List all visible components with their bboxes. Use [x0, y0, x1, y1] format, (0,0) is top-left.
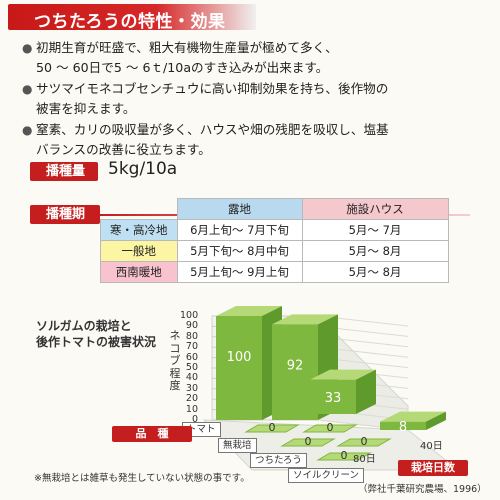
feature-item: ● 初期生育が旺盛で、粗大有機物生産量が極めて多く、 50 ～ 60日で5 ～ …: [22, 38, 492, 79]
y-tick-label: 70: [185, 341, 198, 353]
open-field-cell: 6月上旬～ 7月下旬: [176, 219, 303, 241]
bar-top: [316, 452, 372, 461]
depth-axis-label: 品 種: [112, 426, 192, 442]
data-label: 0: [327, 421, 334, 434]
data-label: 33: [325, 391, 342, 406]
y-tick-label: 90: [185, 320, 198, 332]
bar-top: [302, 424, 358, 433]
y-axis-label: ネコブ程度: [169, 329, 181, 392]
y-tick-label: 0: [191, 414, 198, 425]
footnote: ※無栽培とは雑草も発生していない状態の事です。: [34, 473, 250, 484]
sowing-rate-label: 播種量: [30, 162, 98, 181]
data-label: 0: [361, 435, 368, 448]
greenhouse-cell: 5月～ 8月: [301, 261, 449, 283]
data-label: 8: [399, 420, 407, 435]
bar-top: [380, 411, 446, 422]
y-tick-label: 80: [185, 330, 198, 342]
data-label: 0: [269, 421, 276, 434]
bar: 33: [310, 369, 376, 414]
feature-text: 被害を抑えます。: [36, 101, 136, 117]
x-tick-label: 80日: [353, 454, 376, 465]
sowing-period-label: 播種期: [30, 205, 100, 224]
table-header-row: 露地 施設ハウス: [101, 198, 449, 220]
title-banner: [8, 4, 256, 30]
column-header-open-field: 露地: [176, 198, 303, 220]
data-label: 100: [227, 350, 252, 365]
y-tick-label: 50: [185, 362, 198, 373]
series-label: つちたろう: [250, 453, 307, 468]
y-tick-label: 10: [185, 403, 198, 415]
table-row: 西南暖地 5月上旬～ 9月上旬 5月～ 8月: [100, 261, 449, 283]
bar-top: [280, 438, 336, 447]
sowing-rate-value: 5kg/10a: [108, 159, 178, 179]
column-header-greenhouse: 施設ハウス: [301, 198, 449, 220]
y-tick-label: 60: [185, 351, 198, 363]
bar: 0: [280, 435, 336, 448]
bullet-icon: ●: [22, 41, 33, 55]
bar: 8: [380, 411, 446, 435]
x-tick-label: 40日: [420, 441, 443, 452]
x-axis-label: 栽培日数: [398, 460, 468, 476]
bar-top: [272, 314, 338, 325]
greenhouse-cell: 5月～ 8月: [301, 240, 449, 262]
bar-top: [336, 438, 392, 447]
bullet-icon: ●: [22, 122, 33, 137]
feature-text: 50 ～ 60日で5 ～ 6ｔ/10aのすき込みが出来ます。: [36, 60, 329, 76]
bar-front: [310, 379, 356, 414]
bullet-icon: ●: [22, 81, 33, 96]
bar-top: [244, 424, 300, 433]
bar: 0: [302, 421, 358, 434]
bar-top: [216, 306, 282, 316]
region-cell: 一般地: [100, 240, 178, 262]
series-label: 無栽培: [218, 438, 257, 453]
sowing-period-table: 露地 施設ハウス 寒・高冷地 6月上旬～ 7月下旬 5月～ 7月 一般地 5月下…: [100, 198, 449, 283]
y-tick-label: 40: [185, 372, 198, 384]
series-label: ソイルクリーン: [288, 468, 365, 483]
feature-item: ● サツマイモネコブセンチュウに高い抑制効果を持ち、後作物の 被害を抑えます。: [22, 79, 492, 120]
feature-text: 窒素、カリの吸収量が多く、ハウスや畑の残肥を吸収し、塩基: [36, 121, 389, 137]
bar-side: [426, 411, 446, 430]
table-row: 寒・高冷地 6月上旬～ 7月下旬 5月～ 7月: [100, 219, 449, 241]
region-cell: 寒・高冷地: [100, 219, 178, 241]
data-label: 92: [287, 358, 304, 373]
region-cell: 西南暖地: [100, 261, 178, 283]
y-tick-label: 100: [180, 310, 199, 321]
feature-list: ● 初期生育が旺盛で、粗大有機物生産量が極めて多く、 50 ～ 60日で5 ～ …: [22, 38, 492, 160]
data-label: 0: [305, 435, 312, 448]
bar: 0: [316, 449, 372, 462]
feature-text: サツマイモネコブセンチュウに高い抑制効果を持ち、後作物の: [36, 80, 389, 96]
bar-top: [310, 369, 376, 380]
bar-front: [380, 421, 426, 430]
feature-item: ● 窒素、カリの吸収量が多く、ハウスや畑の残肥を吸収し、塩基 バランスの改善に役…: [22, 120, 492, 161]
y-tick-label: 30: [185, 382, 198, 394]
y-tick-label: 20: [185, 393, 198, 405]
feature-text: バランスの改善に役立ちます。: [36, 142, 211, 158]
bar-front: [216, 316, 262, 420]
bar: 0: [244, 421, 300, 434]
page-title: つちたろうの特性・効果: [34, 12, 226, 32]
chart-title-text: ソルガムの栽培と 後作トマトの被害状況: [36, 319, 157, 349]
bar-side: [356, 369, 376, 414]
table-row: 一般地 5月下旬～ 8月中旬 5月～ 8月: [100, 240, 449, 262]
source-credit: （弊社千葉研究農場、1996）: [358, 484, 487, 495]
feature-text: 初期生育が旺盛で、粗大有機物生産量が極めて多く、: [36, 40, 338, 55]
data-label: 0: [341, 449, 348, 462]
bar: 0: [336, 435, 392, 448]
chart-title: ソルガムの栽培と 後作トマトの被害状況: [36, 318, 156, 350]
